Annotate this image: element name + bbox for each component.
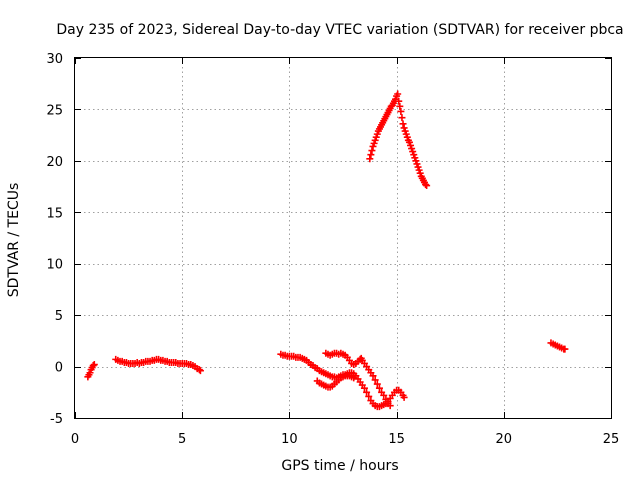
data-point bbox=[375, 384, 383, 392]
x-tick-label: 15 bbox=[388, 432, 405, 447]
x-tick-label: 10 bbox=[281, 432, 298, 447]
x-axis-label: GPS time / hours bbox=[281, 458, 398, 474]
series-seg3 bbox=[277, 350, 408, 411]
y-tick-label: 20 bbox=[46, 155, 63, 170]
grid-lines bbox=[75, 58, 611, 418]
data-point bbox=[561, 345, 569, 353]
data-point bbox=[360, 384, 368, 392]
data-point bbox=[423, 182, 431, 190]
x-tick-label: 0 bbox=[71, 432, 79, 447]
series-seg2 bbox=[112, 355, 204, 375]
y-axis-label: SDTVAR / TECUs bbox=[6, 183, 22, 298]
data-point bbox=[397, 107, 405, 115]
y-tick-label: 25 bbox=[46, 103, 63, 118]
chart-title: Day 235 of 2023, Sidereal Day-to-day VTE… bbox=[56, 22, 623, 38]
series-seg4 bbox=[313, 372, 358, 391]
axis-ticks bbox=[75, 58, 612, 419]
data-point bbox=[368, 147, 376, 155]
data-point bbox=[394, 90, 402, 98]
data-point bbox=[195, 366, 203, 374]
series-seg7 bbox=[547, 339, 569, 353]
data-point bbox=[350, 374, 358, 382]
x-tick-label: 5 bbox=[178, 432, 186, 447]
data-point bbox=[365, 392, 373, 400]
data-point bbox=[396, 102, 404, 110]
series-seg5 bbox=[322, 349, 394, 410]
data-point bbox=[367, 151, 375, 159]
series-seg1 bbox=[84, 361, 98, 381]
data-point bbox=[366, 155, 374, 163]
data-point bbox=[363, 388, 371, 396]
y-tick-label: 15 bbox=[46, 206, 63, 221]
data-point bbox=[373, 380, 381, 388]
data-point bbox=[382, 395, 390, 403]
y-tick-label: 0 bbox=[55, 361, 63, 376]
y-tick-label: 10 bbox=[46, 258, 63, 273]
data-points bbox=[84, 90, 569, 411]
data-point bbox=[422, 181, 430, 189]
data-point bbox=[380, 391, 388, 399]
data-point bbox=[196, 367, 204, 375]
y-tick-label: -5 bbox=[50, 412, 63, 427]
y-tick-labels: -5 0 5 10 15 20 25 30 bbox=[46, 52, 63, 427]
series-seg6 bbox=[366, 90, 431, 190]
data-point bbox=[371, 376, 379, 384]
x-tick-label: 25 bbox=[603, 432, 620, 447]
y-tick-label: 30 bbox=[46, 52, 63, 67]
data-point bbox=[369, 372, 377, 380]
data-point bbox=[400, 393, 408, 401]
x-tick-label: 20 bbox=[496, 432, 513, 447]
data-point bbox=[89, 362, 97, 370]
data-point bbox=[398, 114, 406, 122]
data-point bbox=[90, 361, 98, 369]
data-point bbox=[386, 402, 394, 410]
x-tick-labels: 0 5 10 15 20 25 bbox=[71, 432, 619, 447]
data-point bbox=[395, 97, 403, 105]
y-tick-label: 5 bbox=[55, 309, 63, 324]
plot-frame bbox=[74, 57, 612, 419]
data-point bbox=[399, 120, 407, 128]
